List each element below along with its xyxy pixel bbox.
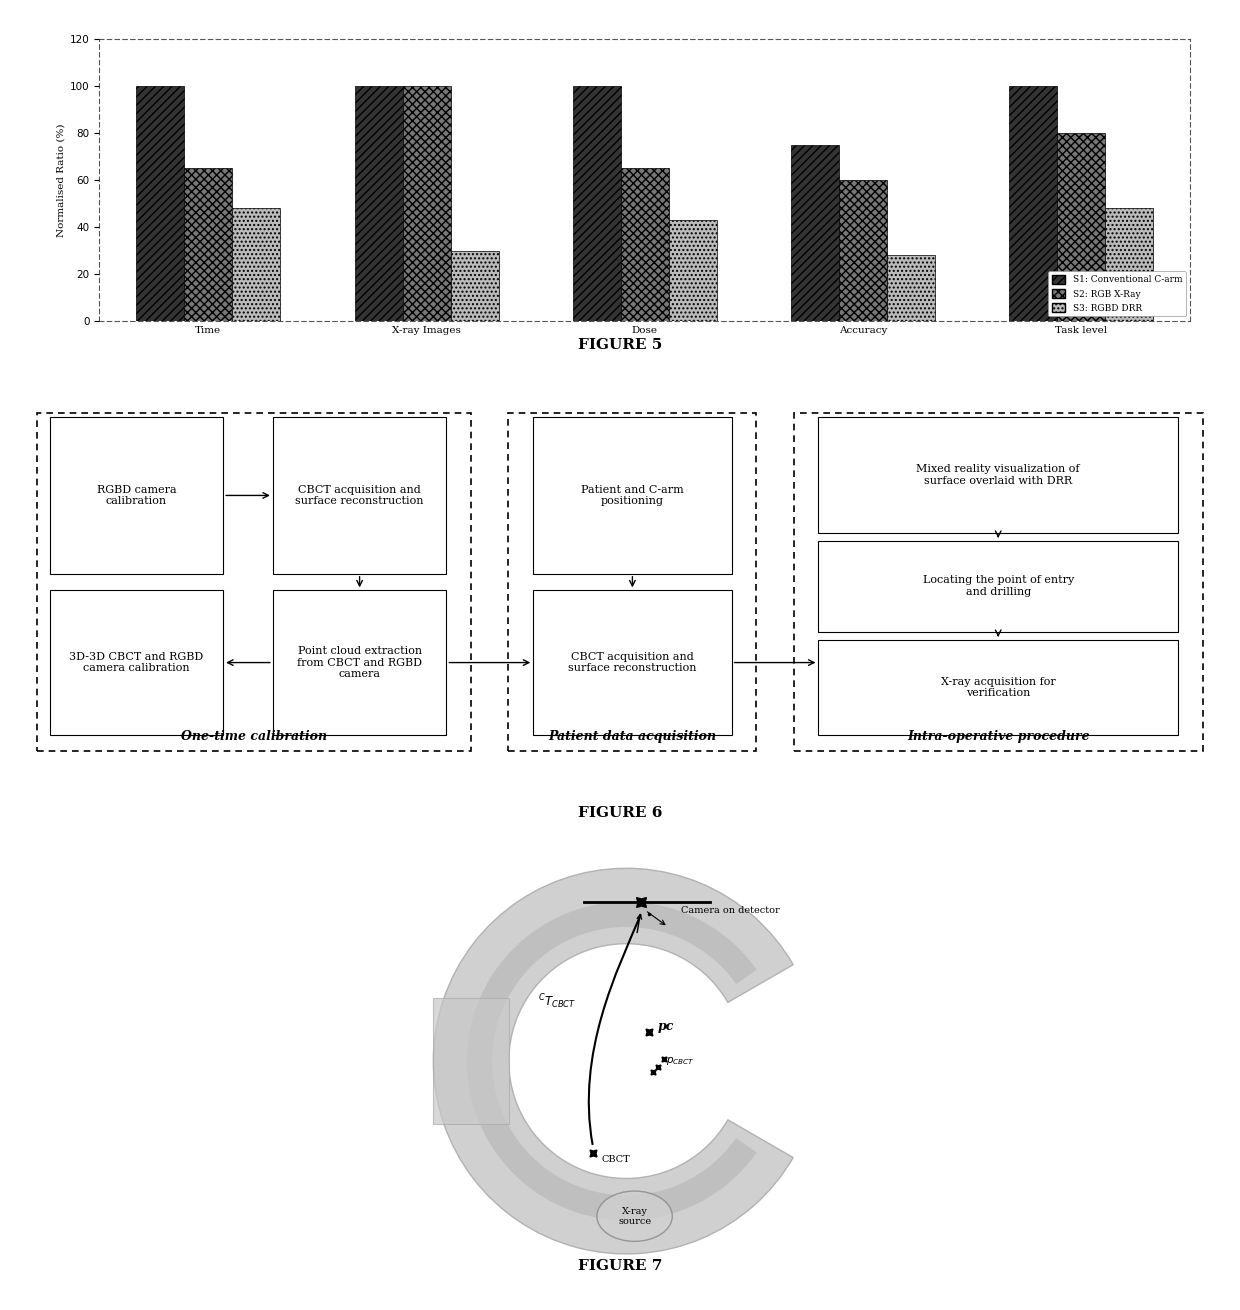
Text: One-time calibration: One-time calibration: [181, 730, 327, 743]
Text: Patient and C-arm
positioning: Patient and C-arm positioning: [582, 485, 683, 506]
Wedge shape: [467, 901, 756, 1221]
Text: CBCT acquisition and
surface reconstruction: CBCT acquisition and surface reconstruct…: [568, 652, 697, 673]
Text: 3D-3D CBCT and RGBD
camera calibration: 3D-3D CBCT and RGBD camera calibration: [69, 652, 203, 673]
Bar: [887, 255, 935, 321]
Text: FIGURE 7: FIGURE 7: [578, 1259, 662, 1273]
Text: $p_{CBCT}$: $p_{CBCT}$: [666, 1055, 694, 1068]
Text: Point cloud extraction
from CBCT and RGBD
camera: Point cloud extraction from CBCT and RGB…: [298, 646, 422, 679]
Text: Patient data acquisition: Patient data acquisition: [548, 730, 717, 743]
Text: RGBD camera
calibration: RGBD camera calibration: [97, 485, 176, 506]
Legend: S1: Conventional C-arm, S2: RGB X-Ray, S3: RGBD DRR: S1: Conventional C-arm, S2: RGB X-Ray, S…: [1048, 271, 1185, 317]
Bar: [1009, 86, 1058, 321]
Bar: [791, 145, 839, 321]
Polygon shape: [433, 998, 508, 1124]
Bar: [136, 86, 185, 321]
Text: Locating the point of entry
and drilling: Locating the point of entry and drilling: [923, 575, 1074, 597]
Text: CBCT: CBCT: [601, 1154, 630, 1163]
Bar: [1058, 134, 1105, 321]
Text: CBCT acquisition and
surface reconstruction: CBCT acquisition and surface reconstruct…: [295, 485, 424, 506]
Bar: [1105, 208, 1153, 321]
Ellipse shape: [596, 1191, 672, 1242]
Bar: [450, 250, 498, 321]
Text: FIGURE 5: FIGURE 5: [578, 338, 662, 352]
Bar: [839, 179, 887, 321]
Bar: [185, 169, 232, 321]
Wedge shape: [433, 869, 794, 1254]
Text: ${}^{C}T_{CBCT}$: ${}^{C}T_{CBCT}$: [538, 993, 577, 1011]
Text: pc: pc: [657, 1019, 675, 1032]
Text: Camera on detector: Camera on detector: [681, 905, 780, 914]
Bar: [232, 208, 280, 321]
Bar: [668, 220, 717, 321]
Text: X-ray
source: X-ray source: [618, 1207, 651, 1226]
Bar: [403, 86, 450, 321]
Text: Intra-operative procedure: Intra-operative procedure: [906, 730, 1090, 743]
Text: Mixed reality visualization of
surface overlaid with DRR: Mixed reality visualization of surface o…: [916, 464, 1080, 486]
Text: X-ray acquisition for
verification: X-ray acquisition for verification: [941, 676, 1055, 698]
Bar: [355, 86, 403, 321]
Text: FIGURE 6: FIGURE 6: [578, 806, 662, 820]
Y-axis label: Normalised Ratio (%): Normalised Ratio (%): [57, 123, 66, 237]
Bar: [621, 169, 668, 321]
Bar: [573, 86, 621, 321]
